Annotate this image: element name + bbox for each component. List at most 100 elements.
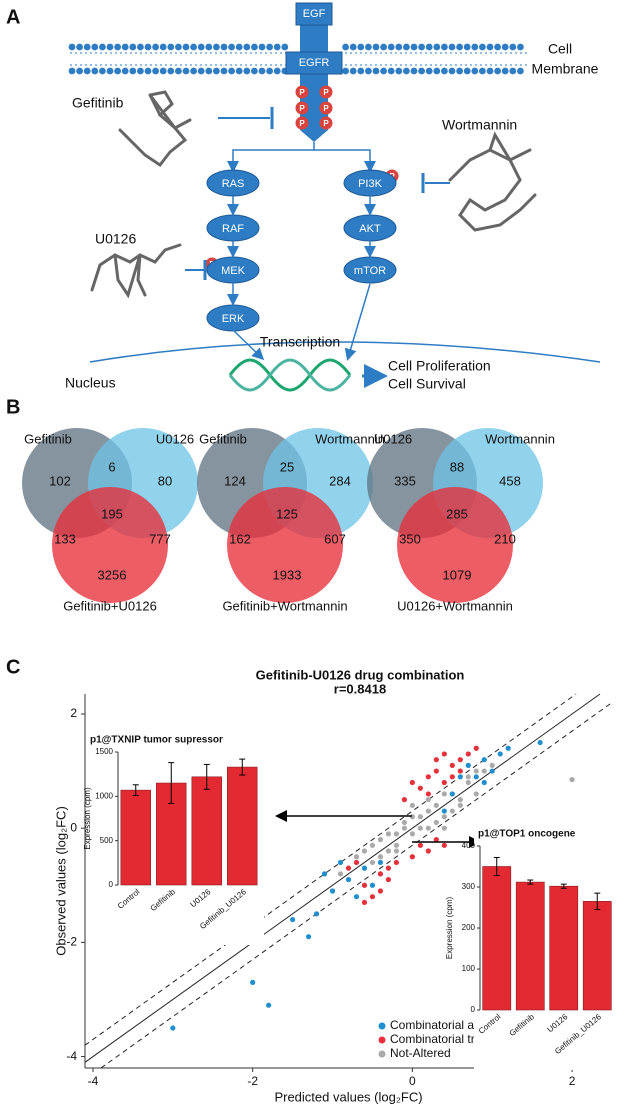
point — [417, 814, 423, 820]
ligand-box — [295, 2, 333, 26]
phospho-label: P — [323, 119, 329, 128]
point — [441, 791, 447, 797]
y-axis-label: Observed values (log₂FC) — [53, 806, 68, 956]
inset-chart: p1@TOP1 oncogene 0 100 200 300 400 Expression … — [445, 824, 618, 1070]
lipid-head — [501, 43, 509, 51]
lipid-head — [266, 67, 273, 75]
x-tick-label: -4 — [88, 1074, 99, 1088]
venn-set — [52, 487, 168, 603]
point — [489, 768, 495, 774]
lipid-head — [114, 43, 121, 51]
lipid-head — [106, 43, 114, 51]
lipid-head — [182, 43, 190, 51]
molecule — [118, 90, 188, 168]
point — [481, 768, 487, 774]
panel-label: B — [6, 396, 20, 418]
lipid-head — [220, 43, 228, 51]
lipid-head — [251, 43, 258, 51]
lipid-head — [99, 67, 106, 75]
y-tick-label: 0 — [70, 820, 77, 834]
point — [290, 916, 296, 923]
lipid-head — [486, 67, 494, 75]
point — [377, 837, 384, 843]
lipid-head — [76, 67, 83, 75]
point — [305, 934, 312, 940]
point — [441, 814, 447, 820]
point — [385, 831, 392, 837]
lipid-head — [456, 67, 463, 75]
venn-set — [397, 487, 513, 603]
lipid-head — [99, 43, 106, 51]
lipid-head — [380, 43, 387, 51]
lipid-head — [175, 43, 182, 51]
lipid-head — [517, 43, 524, 51]
point — [433, 802, 439, 808]
phospho-dot — [295, 116, 309, 130]
lipid-head — [387, 67, 395, 75]
point — [433, 819, 439, 826]
legend-label: Not-Altered — [390, 1046, 451, 1060]
point — [417, 825, 423, 831]
point — [393, 831, 400, 837]
point — [417, 842, 423, 848]
point — [369, 842, 376, 848]
point — [441, 779, 447, 786]
point — [473, 768, 479, 774]
lipid-head — [83, 43, 91, 51]
point — [377, 859, 384, 866]
point — [409, 814, 415, 820]
lipid-head — [167, 67, 175, 75]
lipid-head — [205, 67, 213, 75]
venn-count: 195 — [101, 506, 123, 521]
phospho-dot — [319, 85, 333, 99]
point — [481, 757, 487, 763]
point — [441, 808, 447, 814]
lipid-head — [83, 67, 91, 75]
point — [425, 791, 431, 797]
lipid-head — [152, 43, 160, 51]
confidence-band — [100, 702, 613, 1069]
x-tick-label: 2 — [569, 1074, 576, 1088]
lipid-head — [494, 67, 501, 75]
venn-count: 285 — [446, 506, 468, 521]
lipid-head — [365, 43, 372, 51]
lipid-head — [114, 67, 121, 75]
venn-count: 350 — [399, 531, 421, 546]
molecule — [448, 148, 537, 232]
inset-chart: p1@TXNIP tumor supressor 0 500 1000 1500 Expr… — [83, 730, 264, 945]
lipid-head — [387, 43, 395, 51]
phospho-label: P — [323, 104, 329, 113]
lipid-head — [441, 67, 448, 75]
bar — [227, 766, 258, 886]
lipid-head — [91, 67, 99, 75]
bar — [549, 885, 579, 1011]
phospho-dot — [319, 101, 333, 115]
lipid-head — [106, 67, 114, 75]
pathway-label: mTOR — [354, 265, 386, 277]
lipid-head — [213, 67, 220, 75]
arrow — [314, 149, 376, 173]
lipid-head — [357, 43, 365, 51]
panel-label: C — [6, 656, 20, 678]
bar — [120, 789, 151, 886]
y-tick-label: 2 — [70, 706, 77, 720]
lipid-head — [213, 43, 220, 51]
point — [457, 802, 463, 808]
pathway-label: PI3K — [358, 178, 383, 190]
receptor: EGFR — [299, 57, 330, 69]
point — [457, 774, 463, 780]
point — [377, 888, 384, 894]
point — [449, 762, 455, 768]
membrane — [68, 43, 524, 75]
point — [361, 882, 368, 888]
lipid-head — [403, 43, 410, 51]
pathway-label: MEK — [221, 265, 246, 277]
ligand: EGF — [303, 8, 326, 20]
lipid-head — [357, 67, 365, 75]
point — [369, 859, 376, 866]
panel-label: A — [6, 6, 20, 28]
drug-label: Wortmannin — [442, 117, 517, 133]
venn-count: 162 — [229, 531, 251, 546]
point — [361, 848, 368, 854]
venn-combination-label: Gefitinib+Wortmannin — [222, 598, 347, 613]
